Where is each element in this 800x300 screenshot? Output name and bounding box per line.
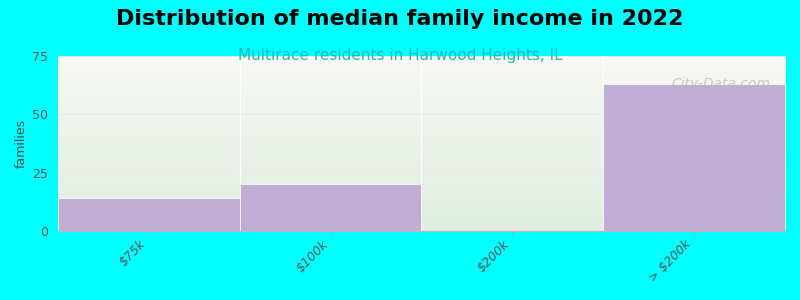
- Bar: [240, 184, 422, 231]
- Y-axis label: families: families: [15, 119, 28, 168]
- Text: Multirace residents in Harwood Heights, IL: Multirace residents in Harwood Heights, …: [238, 48, 562, 63]
- Text: City-Data.com: City-Data.com: [671, 77, 770, 91]
- Bar: [58, 198, 240, 231]
- Text: Distribution of median family income in 2022: Distribution of median family income in …: [116, 9, 684, 29]
- Bar: [603, 84, 785, 231]
